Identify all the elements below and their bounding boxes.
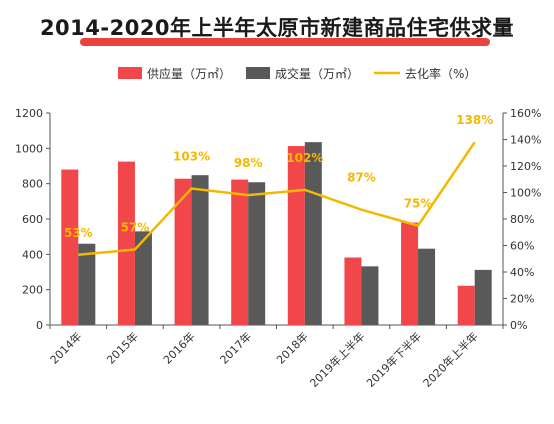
line-absorption-rate xyxy=(78,141,476,257)
y-left-tick-label: 1000 xyxy=(15,142,43,155)
bar-transaction xyxy=(361,266,379,325)
bar-supply xyxy=(401,222,419,325)
bar-supply xyxy=(117,161,135,325)
legend-label-transaction: 成交量（万㎡） xyxy=(275,66,359,81)
data-label-rate: 103% xyxy=(173,150,210,164)
x-tick-label: 2015年 xyxy=(104,329,141,366)
chart-title-area: 2014-2020年上半年太原市新建商品住宅供求量 xyxy=(0,12,554,48)
data-label-rate: 53% xyxy=(64,226,93,240)
bar-transaction xyxy=(248,182,266,325)
data-label-rate: 87% xyxy=(347,171,376,185)
bar-supply xyxy=(457,285,475,325)
y-left-tick-label: 1200 xyxy=(15,107,43,120)
y-right-tick-label: 40% xyxy=(510,266,534,279)
bar-supply xyxy=(287,146,305,325)
data-label-rate: 75% xyxy=(404,197,433,211)
y-right-tick-label: 0% xyxy=(510,319,527,332)
y-left-tick-label: 400 xyxy=(22,248,43,261)
chart-title: 2014-2020年上半年太原市新建商品住宅供求量 xyxy=(39,16,515,40)
bar-transaction xyxy=(191,175,209,325)
legend-swatch-transaction xyxy=(246,67,270,79)
y-left-tick-label: 200 xyxy=(22,284,43,297)
bar-supply xyxy=(231,179,249,325)
bar-transaction xyxy=(134,231,152,325)
data-label-rate: 57% xyxy=(121,220,150,234)
y-right-tick-label: 140% xyxy=(510,134,541,147)
bar-transaction xyxy=(304,142,322,325)
bar-transaction xyxy=(418,248,436,325)
data-label-rate: 102% xyxy=(286,151,323,165)
bar-transaction xyxy=(474,269,492,325)
x-tick-label: 2017年 xyxy=(217,329,254,366)
bar-supply xyxy=(174,178,192,325)
x-tick-label: 2019年上半年 xyxy=(307,329,368,390)
y-right-tick-label: 20% xyxy=(510,293,534,306)
y-left-tick-label: 0 xyxy=(36,319,43,332)
y-right-tick-label: 120% xyxy=(510,160,541,173)
x-tick-label: 2020年上半年 xyxy=(420,329,481,390)
y-right-tick-label: 60% xyxy=(510,240,534,253)
x-tick-label: 2016年 xyxy=(160,329,197,366)
bar-transaction xyxy=(78,243,96,325)
bar-supply xyxy=(344,257,362,325)
y-right-tick-label: 160% xyxy=(510,107,541,120)
x-tick-label: 2014年 xyxy=(47,329,84,366)
title-underline xyxy=(80,38,490,46)
x-tick-label: 2019年下半年 xyxy=(363,329,424,390)
legend-label-rate: 去化率（%） xyxy=(405,66,476,81)
y-right-tick-label: 100% xyxy=(510,187,541,200)
bar-supply xyxy=(61,169,79,325)
y-left-tick-label: 600 xyxy=(22,213,43,226)
y-left-tick-label: 800 xyxy=(22,178,43,191)
legend-swatch-supply xyxy=(118,67,142,79)
data-label-rate: 138% xyxy=(456,113,493,127)
legend-label-supply: 供应量（万㎡） xyxy=(147,66,231,81)
y-right-tick-label: 80% xyxy=(510,213,534,226)
x-tick-label: 2018年 xyxy=(273,329,310,366)
data-label-rate: 98% xyxy=(234,156,263,170)
